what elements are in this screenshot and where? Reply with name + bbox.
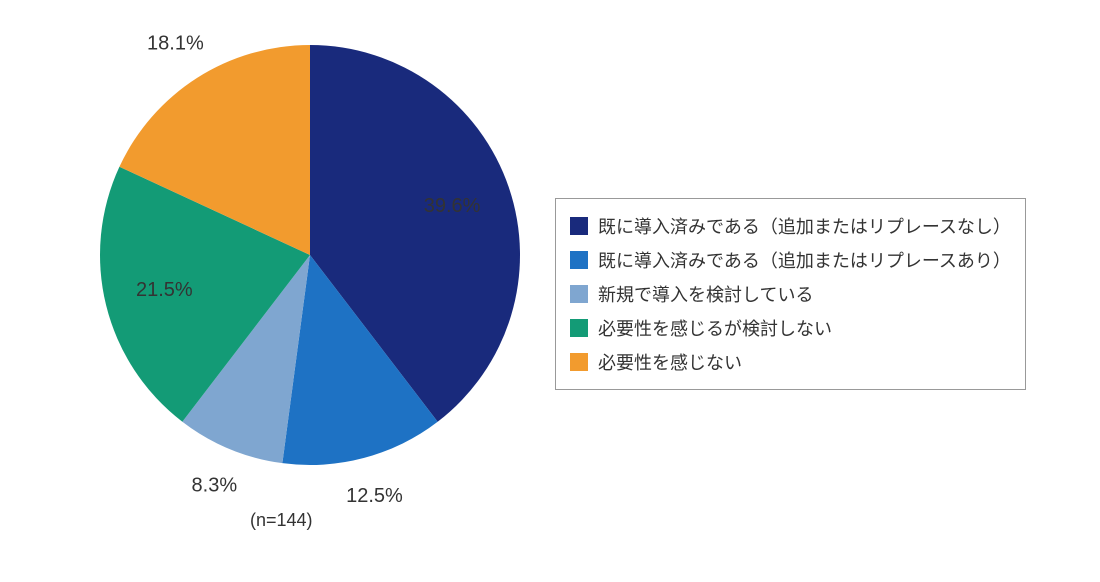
legend-row-3: 必要性を感じるが検討しない — [570, 311, 1011, 345]
pie-chart-container: 39.6%12.5%8.3%21.5%18.1% — [90, 35, 530, 475]
slice-label-0: 39.6% — [424, 195, 481, 217]
legend-swatch-3 — [570, 319, 588, 337]
legend-box: 既に導入済みである（追加またはリプレースなし） 既に導入済みである（追加またはリプ… — [555, 198, 1026, 390]
legend-label-0: 既に導入済みである（追加またはリプレースなし） — [598, 213, 1011, 239]
pie-chart-svg: 39.6%12.5%8.3%21.5%18.1% — [90, 35, 530, 475]
slice-label-2: 8.3% — [192, 474, 238, 496]
legend-row-1: 既に導入済みである（追加またはリプレースあり） — [570, 243, 1011, 277]
legend-swatch-2 — [570, 285, 588, 303]
legend-label-4: 必要性を感じない — [598, 349, 742, 375]
legend-row-0: 既に導入済みである（追加またはリプレースなし） — [570, 209, 1011, 243]
legend-row-2: 新規で導入を検討している — [570, 277, 1011, 311]
slice-label-3: 21.5% — [136, 279, 193, 301]
legend-label-2: 新規で導入を検討している — [598, 281, 813, 307]
legend-label-1: 既に導入済みである（追加またはリプレースあり） — [598, 247, 1011, 273]
legend-label-3: 必要性を感じるが検討しない — [598, 315, 832, 341]
slice-label-4: 18.1% — [147, 33, 204, 55]
legend-row-4: 必要性を感じない — [570, 345, 1011, 379]
sample-size-note: (n=144) — [250, 510, 313, 531]
legend-swatch-1 — [570, 251, 588, 269]
legend-swatch-0 — [570, 217, 588, 235]
legend-swatch-4 — [570, 353, 588, 371]
slice-label-1: 12.5% — [346, 485, 403, 507]
